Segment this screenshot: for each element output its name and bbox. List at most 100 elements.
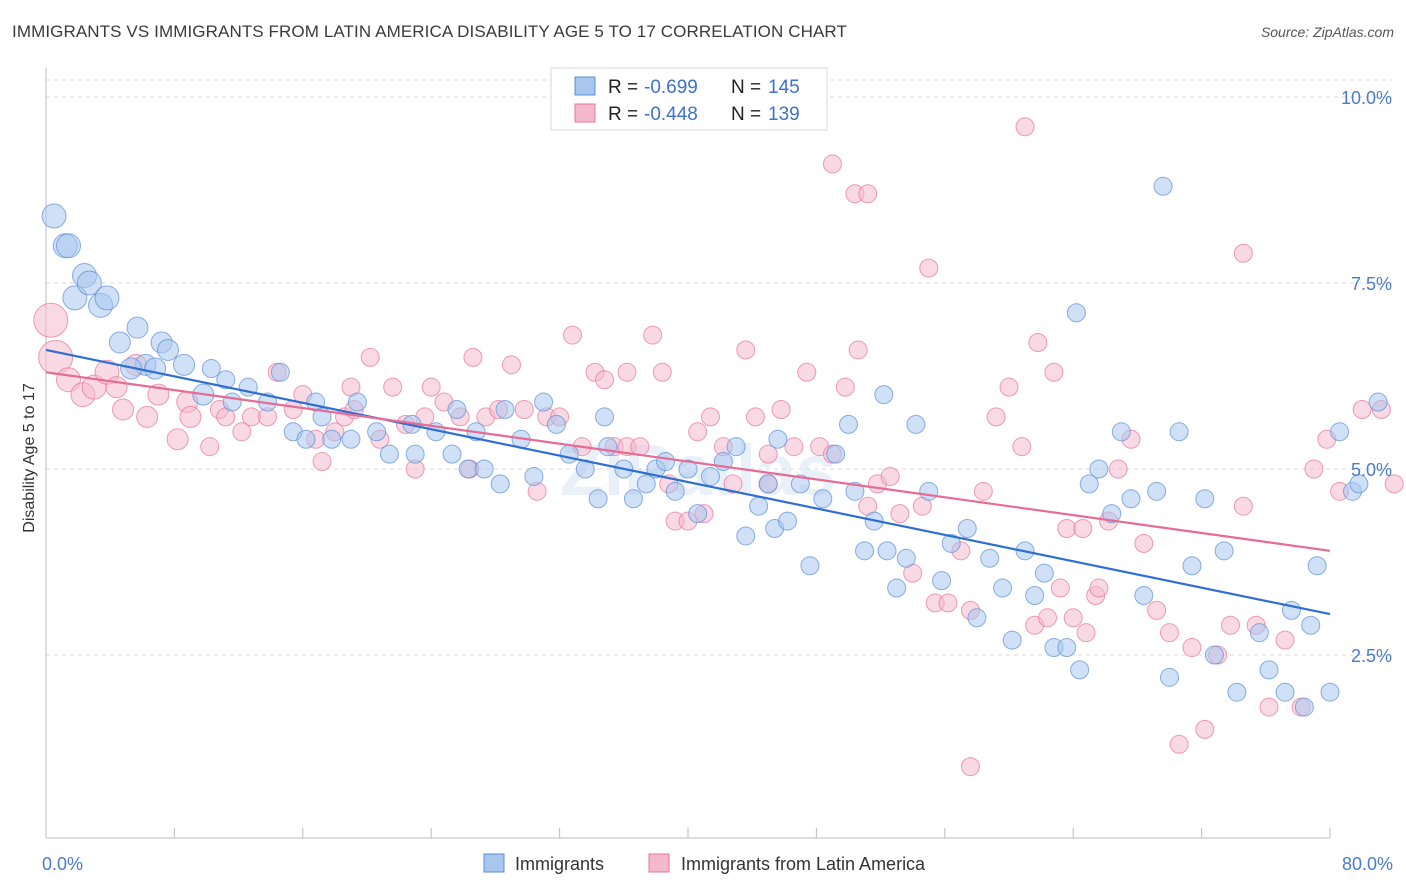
immigrants-point-13 — [173, 353, 196, 376]
latin-america-point-13 — [179, 405, 202, 428]
latin-america-point-87 — [1063, 608, 1083, 628]
immigrants-point-94 — [1111, 422, 1131, 442]
immigrants-point-17 — [216, 370, 236, 390]
latin-america-point-72 — [880, 466, 900, 486]
axes — [45, 68, 1331, 839]
latin-america-point-106 — [1304, 459, 1324, 479]
latin-america-point-91 — [1108, 459, 1128, 479]
x-tick-label-0: 0.0% — [42, 854, 83, 874]
latin-america-point-53 — [652, 362, 672, 382]
immigrants-point-51 — [636, 474, 656, 494]
latin-america-point-103 — [1259, 697, 1279, 717]
immigrants-point-76 — [906, 414, 926, 434]
immigrants-point-81 — [967, 608, 987, 628]
latin-america-point-96 — [1169, 734, 1189, 754]
latin-america-point-28 — [360, 347, 380, 367]
latin-america-point-131 — [617, 362, 637, 382]
y-tick-labels: 2.5% 5.0% 7.5% 10.0% — [1341, 88, 1392, 666]
latin-america-point-81 — [986, 407, 1006, 427]
latin-america-point-41 — [514, 399, 534, 419]
immigrants-point-45 — [559, 444, 579, 464]
immigrants-point-102 — [1204, 645, 1224, 665]
immigrants-point-36 — [458, 459, 478, 479]
latin-america-point-94 — [1147, 600, 1167, 620]
immigrants-trend-line — [45, 348, 1331, 616]
immigrants-point-103 — [1214, 541, 1234, 561]
latin-america-point-130 — [960, 757, 980, 777]
immigrants-point-61 — [749, 496, 769, 516]
legend-n-label-2: N = — [731, 104, 761, 125]
immigrants-point-65 — [790, 474, 810, 494]
latin-america-point-48 — [595, 370, 615, 390]
latin-america-point-124 — [1057, 519, 1077, 539]
immigrants-point-0 — [41, 203, 67, 229]
immigrants-point-87 — [1034, 563, 1054, 583]
latin-america-point-62 — [758, 444, 778, 464]
latin-america-point-82 — [999, 377, 1019, 397]
immigrants-point-113 — [1330, 422, 1350, 442]
legend-n-label-1: N = — [731, 77, 761, 98]
latin-america-point-7 — [112, 398, 135, 421]
immigrants-point-104 — [1227, 682, 1247, 702]
immigrants-point-39 — [490, 474, 510, 494]
immigrants-point-66 — [800, 556, 820, 576]
latin-america-point-97 — [1182, 638, 1202, 658]
latin-america-point-0 — [33, 302, 69, 338]
immigrants-point-59 — [726, 437, 746, 457]
immigrants-point-98 — [1160, 667, 1179, 687]
latin-america-point-30 — [383, 377, 403, 397]
immigrants-point-77 — [919, 481, 939, 501]
immigrants-point-95 — [1121, 489, 1141, 509]
latin-america-point-123 — [1044, 362, 1064, 382]
bottom-legend-swatch-immigrants — [483, 853, 505, 873]
immigrants-point-71 — [855, 541, 875, 561]
latin-america-point-120 — [919, 258, 939, 278]
y-tick-label-0: 2.5% — [1351, 646, 1392, 666]
immigrants-point-15 — [201, 359, 221, 379]
latin-america-point-52 — [643, 325, 663, 345]
immigrants-point-69 — [839, 414, 858, 434]
immigrants-point-97 — [1147, 481, 1167, 501]
latin-america-point-24 — [312, 452, 332, 472]
latin-america-point-45 — [562, 325, 582, 345]
legend-r-label-2: R = — [608, 104, 638, 125]
immigrants-point-57 — [700, 466, 720, 486]
latin-america-point-93 — [1134, 533, 1154, 553]
immigrants-point-40 — [495, 399, 515, 419]
immigrants-point-79 — [941, 533, 961, 553]
bottom-legend-immigrants: Immigrants — [515, 854, 604, 874]
latin-america-point-119 — [858, 184, 878, 204]
immigrants-point-67 — [813, 489, 833, 509]
immigrants-point-47 — [588, 489, 608, 509]
latin-america-point-86 — [1050, 578, 1070, 598]
legend-n-value-2: 139 — [768, 104, 800, 125]
latin-america-point-59 — [723, 474, 743, 494]
immigrants-point-27 — [296, 429, 316, 449]
immigrants-point-56 — [688, 504, 708, 524]
immigrants-point-20 — [270, 362, 290, 382]
latin-america-point-117 — [822, 154, 842, 174]
y-tick-label-3: 10.0% — [1341, 88, 1392, 108]
latin-america-point-65 — [797, 362, 817, 382]
trend-lines — [45, 348, 1331, 616]
latin-america-point-126 — [1089, 578, 1109, 598]
latin-america-point-68 — [835, 377, 855, 397]
immigrants-point-25 — [312, 407, 332, 427]
legend-swatch-latin-america — [574, 103, 596, 123]
latin-america-point-100 — [1220, 615, 1240, 635]
latin-america-point-98 — [1195, 719, 1215, 739]
immigrants-point-96 — [1134, 585, 1154, 605]
immigrants-point-70 — [845, 481, 865, 501]
latin-america-point-69 — [848, 340, 868, 360]
immigrants-point-86 — [1025, 585, 1045, 605]
immigrants-point-68 — [826, 444, 846, 464]
immigrants-point-35 — [442, 444, 462, 464]
immigrants-point-126 — [447, 399, 467, 419]
immigrants-point-112 — [1307, 556, 1327, 576]
latin-america-point-88 — [1076, 623, 1096, 643]
series-latin-america-points — [33, 117, 1404, 777]
latin-america-point-11 — [166, 428, 189, 451]
immigrants-point-2 — [55, 233, 81, 259]
immigrants-point-82 — [980, 548, 1000, 568]
